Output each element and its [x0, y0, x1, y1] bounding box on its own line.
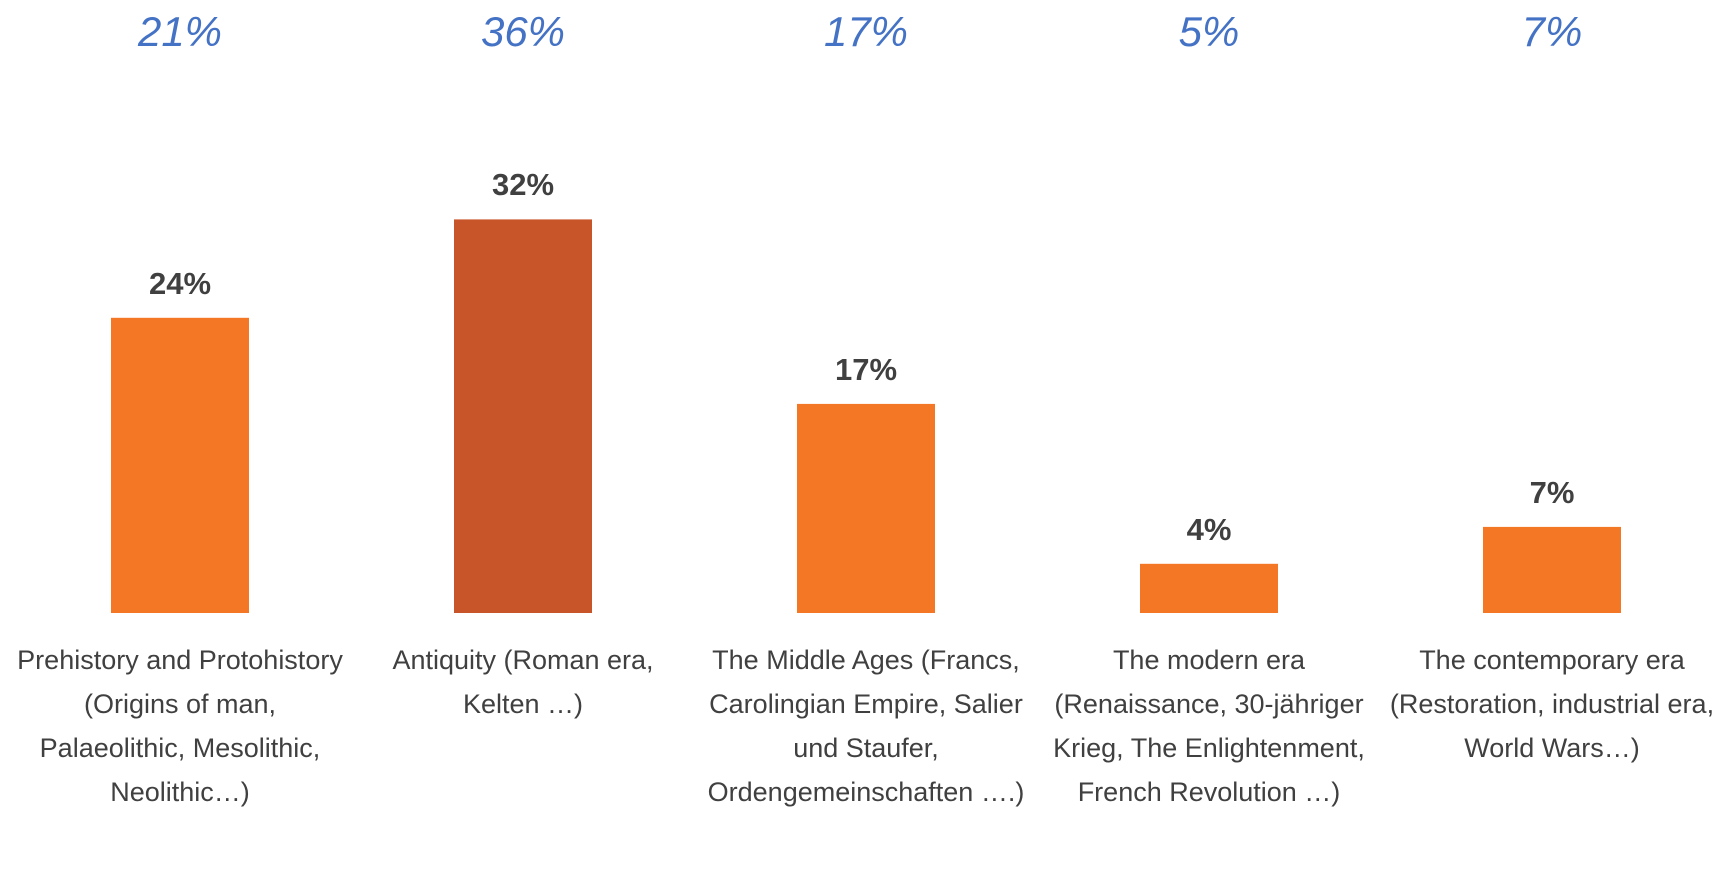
- category-label: Antiquity (Roman era, Kelten …): [392, 645, 654, 719]
- category-label: The modern era (Renaissance, 30-jähriger…: [1053, 645, 1365, 807]
- comparison-label: 17%: [823, 8, 909, 55]
- bar: [797, 403, 935, 613]
- value-label: 24%: [148, 265, 212, 301]
- bar: [1140, 563, 1278, 613]
- category-label: The Middle Ages (Francs, Carolingian Emp…: [707, 645, 1025, 807]
- value-label: 32%: [491, 167, 555, 203]
- bar: [1483, 526, 1621, 613]
- bar: [454, 219, 592, 613]
- value-label: 4%: [1186, 511, 1232, 547]
- comparison-label: 36%: [480, 8, 566, 55]
- value-label: 17%: [834, 351, 898, 387]
- bar: [111, 317, 249, 613]
- comparison-label: 21%: [137, 8, 223, 55]
- value-label: 7%: [1529, 474, 1575, 510]
- category-label: The contemporary era (Restoration, indus…: [1389, 645, 1715, 763]
- comparison-label: 7%: [1521, 8, 1583, 55]
- category-label: Prehistory and Protohistory (Origins of …: [17, 645, 343, 807]
- comparison-label: 5%: [1178, 8, 1240, 55]
